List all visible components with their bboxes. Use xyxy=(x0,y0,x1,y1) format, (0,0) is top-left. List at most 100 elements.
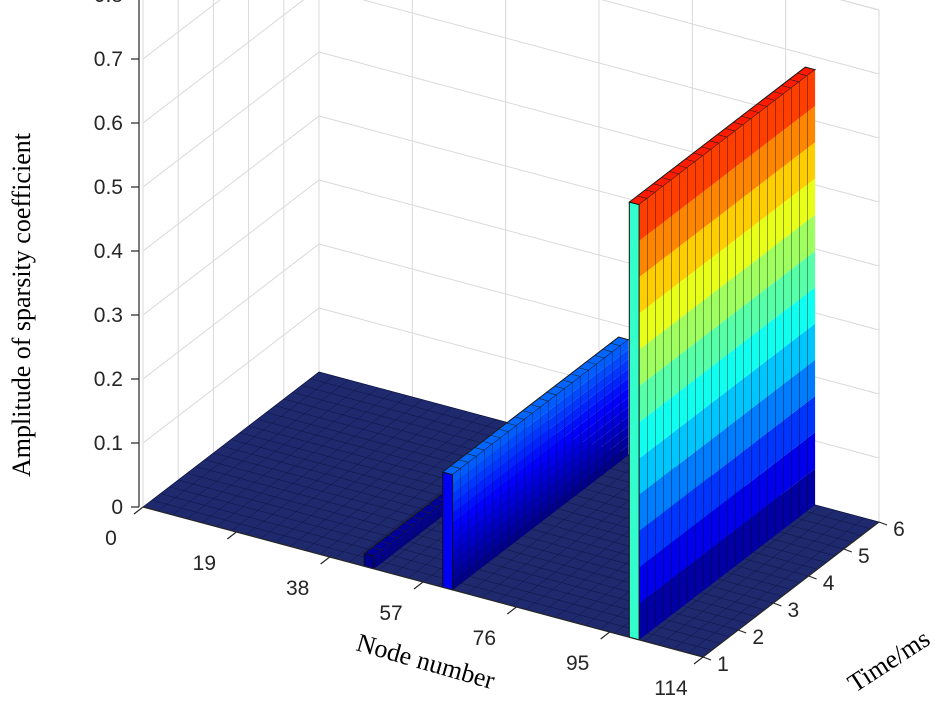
bar-face xyxy=(476,536,485,553)
bar-face xyxy=(604,428,613,445)
bar-face xyxy=(783,414,792,457)
bar-face xyxy=(604,419,613,435)
bar-edge xyxy=(765,97,776,101)
bar-edge xyxy=(781,85,792,89)
bar-face xyxy=(588,441,597,457)
z-tick-label: 0.3 xyxy=(94,304,123,327)
bar-face xyxy=(572,472,581,489)
bar-face xyxy=(548,442,557,459)
bar-face xyxy=(548,471,557,488)
bar-face xyxy=(516,467,525,484)
bar-face xyxy=(556,494,565,511)
bar-face xyxy=(679,566,688,610)
bar-face xyxy=(421,517,430,525)
bar-face xyxy=(687,415,696,458)
bar-face xyxy=(767,136,776,179)
bar-face xyxy=(397,539,406,547)
bar-face xyxy=(564,478,573,495)
bar-face xyxy=(743,263,752,307)
bar-face xyxy=(743,408,752,452)
bar-face xyxy=(468,552,477,568)
bar-edge xyxy=(498,428,509,433)
bar-face xyxy=(735,161,744,204)
bar-face xyxy=(663,216,672,259)
bar-face xyxy=(532,503,541,519)
bar-face xyxy=(679,349,688,392)
bar-edge xyxy=(741,115,752,120)
bar-face xyxy=(791,82,800,125)
bar-face xyxy=(687,451,696,495)
bar-face xyxy=(655,331,664,374)
bar-face xyxy=(516,448,525,464)
bar-face xyxy=(405,533,414,542)
bar-face xyxy=(604,438,613,455)
bar-face xyxy=(719,282,728,325)
bar-face xyxy=(524,451,533,468)
bar-face xyxy=(596,396,605,413)
bar-face xyxy=(671,246,680,289)
bar-face xyxy=(540,497,549,513)
bar-face xyxy=(596,406,605,422)
bar-face xyxy=(687,379,696,422)
axes xyxy=(131,0,888,665)
bar-face xyxy=(767,463,776,506)
y-tick-label: 5 xyxy=(858,545,870,568)
bar-face xyxy=(540,410,549,427)
bar-face xyxy=(580,476,589,492)
bar-face xyxy=(468,475,477,492)
bar-face xyxy=(727,203,736,246)
bar-face xyxy=(540,487,549,504)
bar-face xyxy=(671,174,680,217)
bar-face xyxy=(663,579,672,622)
bar-face xyxy=(556,436,565,453)
bar-face xyxy=(452,555,461,571)
bar-face xyxy=(612,441,621,458)
bar-face xyxy=(639,561,648,604)
bar-face xyxy=(695,336,704,380)
bar-face xyxy=(429,516,438,524)
bar-face xyxy=(655,295,664,338)
bar-face xyxy=(556,475,565,491)
y-tick-label: 1 xyxy=(717,653,729,676)
bar-face xyxy=(703,403,712,446)
bar-face xyxy=(679,458,688,501)
bar-face xyxy=(492,485,501,502)
bar-edge xyxy=(371,546,382,551)
bar-face xyxy=(604,390,613,407)
bar-face xyxy=(735,306,744,349)
bar-face xyxy=(460,462,469,479)
bar-face xyxy=(460,529,469,546)
bar-face xyxy=(612,384,621,400)
bar-face xyxy=(791,227,800,270)
bar-face xyxy=(508,435,517,451)
bar-face xyxy=(751,439,760,482)
bar-face xyxy=(639,597,648,640)
bar-face xyxy=(759,251,768,294)
z-tick-label: 0 xyxy=(111,496,123,519)
bar-face xyxy=(679,530,688,573)
bar-face xyxy=(767,281,776,325)
bar-face xyxy=(572,424,581,441)
bar-edge xyxy=(701,146,712,150)
bar-face xyxy=(783,124,792,167)
bar-face xyxy=(421,521,430,529)
bar-face xyxy=(516,419,525,436)
bar-face xyxy=(663,542,672,586)
bar-face xyxy=(413,529,422,538)
bar-face xyxy=(711,397,720,440)
bar-face xyxy=(647,482,656,525)
bar-face xyxy=(452,545,461,562)
bar-face xyxy=(620,426,629,442)
bar-edge xyxy=(709,140,720,144)
bar-face xyxy=(564,440,573,456)
bar-face xyxy=(799,257,808,300)
bar-face xyxy=(703,548,712,591)
bar-face xyxy=(727,312,736,355)
bar-face xyxy=(783,450,792,494)
bar-face xyxy=(639,234,648,278)
bar-face xyxy=(647,301,656,344)
bar-face xyxy=(703,149,712,192)
bar-face xyxy=(508,492,517,509)
bar-edge xyxy=(773,91,784,95)
bar-face xyxy=(413,528,422,536)
